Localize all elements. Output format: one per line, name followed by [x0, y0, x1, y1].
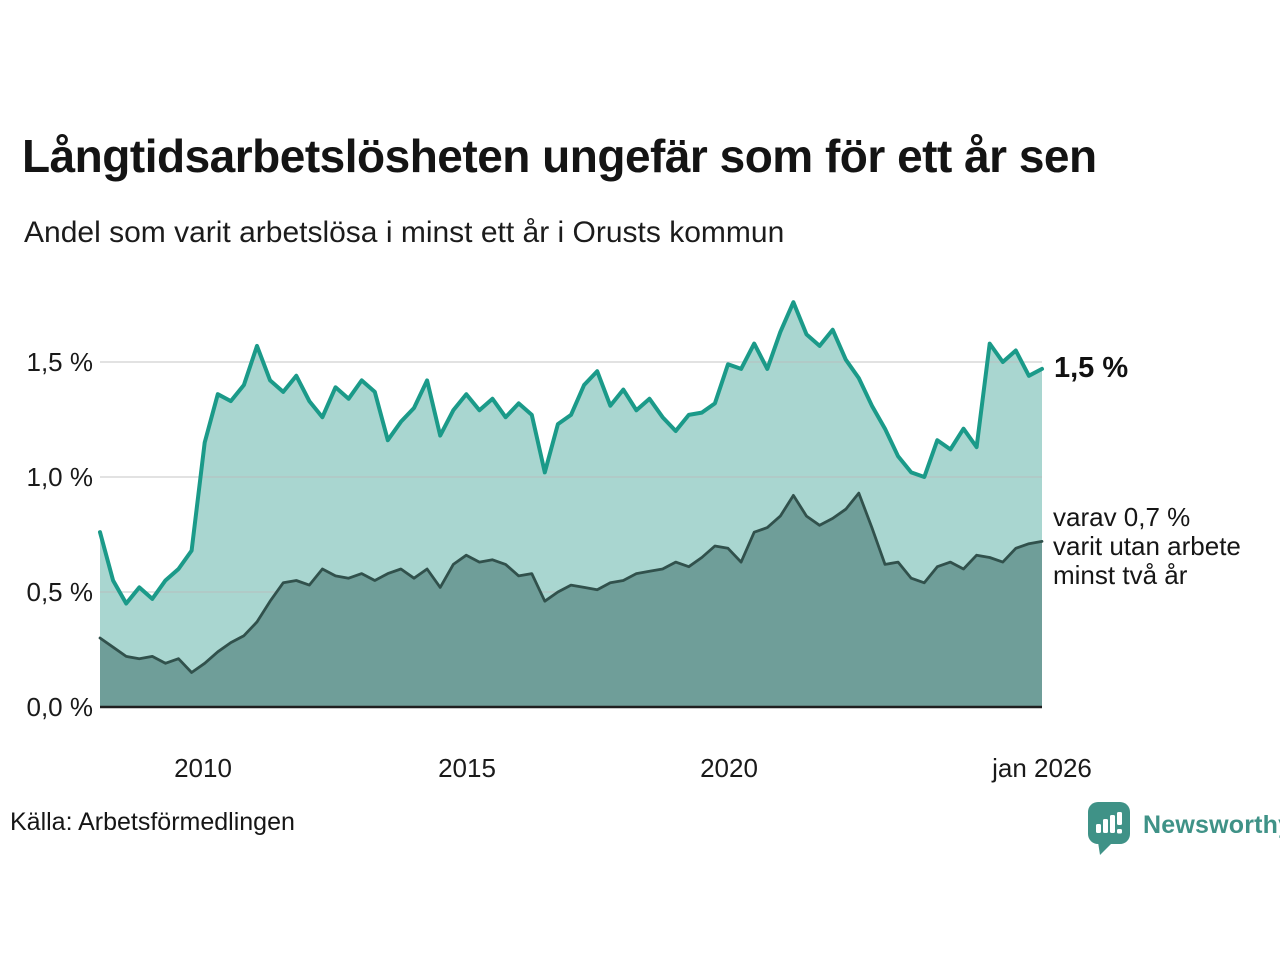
page-title: Långtidsarbetslösheten ungefär som för e… — [22, 130, 1097, 182]
source-attribution: Källa: Arbetsförmedlingen — [10, 808, 295, 836]
series-end-label-total: 1,5 % — [1054, 352, 1129, 384]
y-axis-tick-1-5: 1,5 % — [26, 347, 94, 377]
x-axis-tick-2020: 2020 — [700, 753, 758, 783]
chart-subtitle: Andel som varit arbetslösa i minst ett å… — [24, 216, 785, 249]
y-axis-tick-0-0: 0,0 % — [26, 692, 94, 722]
area-fill-minst-tva-ar — [100, 493, 1042, 707]
series-end-label-two-years: varav 0,7 % varit utan arbete minst två … — [1053, 503, 1241, 590]
annotation-line-2: varit utan arbete — [1053, 531, 1241, 561]
line-minst-ett-ar — [98, 300, 1044, 606]
annotation-line-3: minst två år — [1053, 560, 1188, 590]
x-axis-tick-2010: 2010 — [174, 753, 232, 783]
newsworthy-logo-icon — [1088, 802, 1130, 855]
x-axis-tick-2015: 2015 — [438, 753, 496, 783]
y-axis-tick-1-0: 1,0 % — [26, 462, 94, 492]
line-minst-tva-ar — [98, 491, 1044, 674]
x-axis-tick-jan-2026: jan 2026 — [992, 753, 1092, 783]
newsworthy-branding: Newsworthy — [1086, 800, 1280, 856]
newsworthy-logo-text: Newsworthy — [1143, 811, 1280, 839]
annotation-line-1: varav 0,7 % — [1053, 502, 1191, 532]
y-axis-tick-0-5: 0,5 % — [26, 577, 94, 607]
